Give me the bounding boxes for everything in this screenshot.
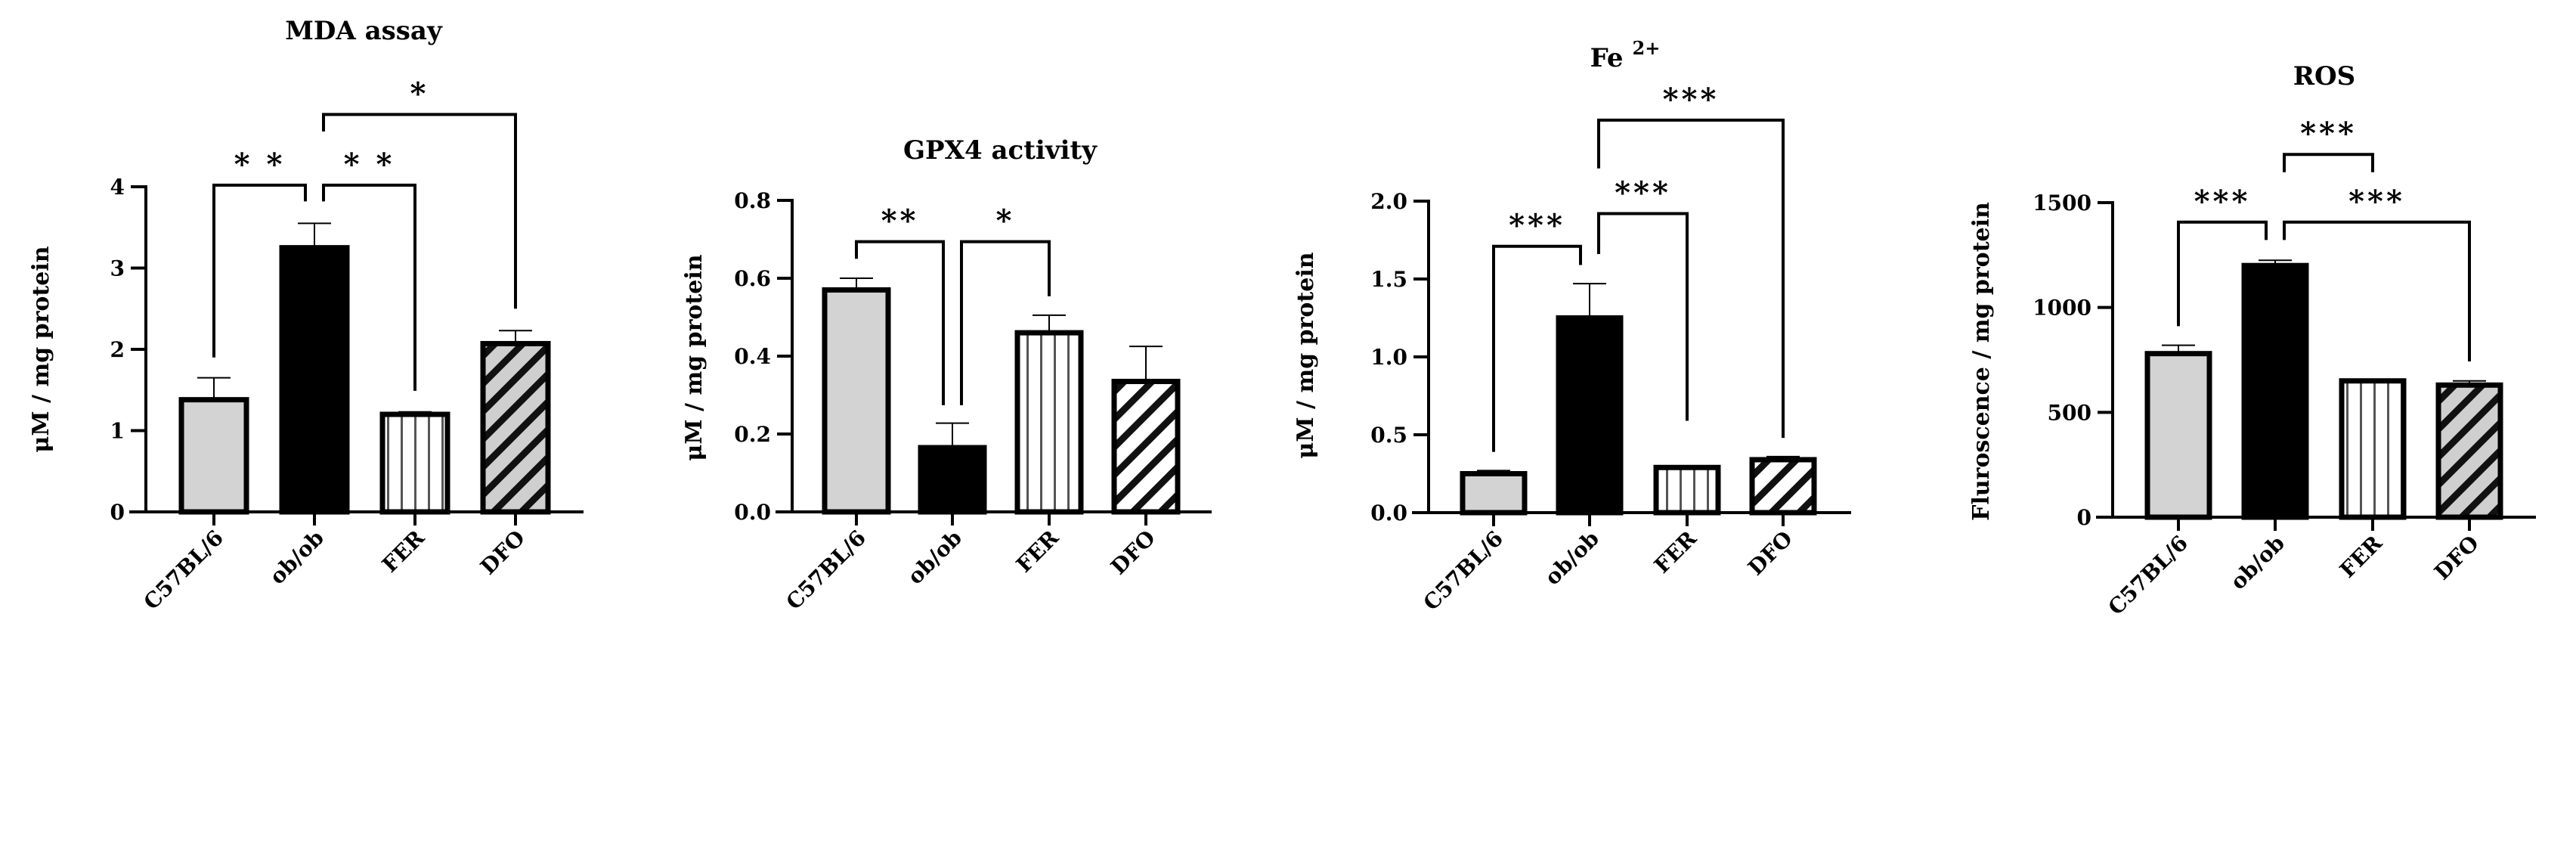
bar-dfo — [1749, 457, 1817, 516]
bar-dfo — [2435, 382, 2503, 520]
x-tick-label: DFO — [1743, 526, 1797, 581]
significance-label: *** — [1509, 208, 1565, 243]
significance-bracket — [1597, 118, 1785, 439]
x-tick-label: ob/ob — [1540, 526, 1604, 591]
significance-label: *** — [2300, 116, 2357, 151]
x-tick-label: FER — [2335, 530, 2387, 582]
x-tick-label: C57BL/6 — [139, 526, 228, 615]
significance-label: *** — [2194, 184, 2251, 219]
y-tick-label: 0 — [110, 500, 125, 525]
significance-bracket — [855, 240, 945, 405]
significance-label: *** — [2348, 184, 2405, 219]
title-main: GPX4 activity — [903, 135, 1098, 166]
significance-bracket — [2283, 220, 2471, 361]
y-axis-label: μM / mg protein — [1293, 252, 1319, 458]
y-tick-label: 0 — [2077, 505, 2091, 530]
y-tick-label: 2 — [110, 337, 125, 362]
bar-c57bl-6 — [178, 397, 249, 515]
significance-bracket — [322, 183, 416, 391]
significance-label: ** — [881, 203, 919, 239]
significance-bracket — [2283, 153, 2374, 172]
y-tick-label: 0.0 — [1370, 501, 1407, 526]
chart-3: Fe 2+ μM / mg protein 0.0 0.5 1.0 1.5 2.0 C57BL/… — [1293, 37, 1851, 615]
y-axis-label: μM / mg protein — [681, 254, 707, 460]
x-tick-label: C57BL/6 — [782, 526, 871, 615]
y-tick-label: 1000 — [2033, 296, 2091, 321]
chart-title: Fe 2+ — [1590, 37, 1661, 73]
significance-label: * * — [344, 147, 395, 182]
y-axis-label: Fluroscence / mg protein — [1968, 202, 1995, 521]
y-tick-label: 1.5 — [1370, 267, 1407, 292]
y-tick-label: 0.0 — [734, 500, 771, 525]
y-tick-label: 4 — [110, 175, 125, 200]
significance-bracket — [960, 240, 1051, 405]
y-tick-label: 0.4 — [734, 344, 771, 369]
bar-fer — [2339, 378, 2407, 520]
x-tick-label: DFO — [2429, 531, 2484, 585]
bar-c57bl-6 — [1460, 471, 1528, 516]
title-superscript: 2+ — [1633, 37, 1661, 59]
bar-ob-ob — [279, 245, 350, 515]
bar-fer — [1653, 464, 1721, 516]
significance-label: * — [996, 203, 1015, 239]
bar-c57bl-6 — [822, 287, 891, 515]
y-tick-label: 2.0 — [1370, 189, 1407, 214]
chart-title: ROS — [2293, 61, 2355, 91]
significance-label: * — [410, 76, 429, 111]
chart-title: GPX4 activity — [903, 135, 1098, 166]
x-tick-label: ob/ob — [903, 526, 967, 590]
significance-bracket — [1597, 212, 1689, 421]
bar-ob-ob — [918, 445, 987, 515]
title-main: MDA assay — [285, 16, 443, 46]
x-tick-label: FER — [1011, 525, 1064, 577]
bar-c57bl-6 — [2144, 351, 2212, 520]
y-tick-label: 0.8 — [734, 188, 771, 213]
significance-bracket — [1492, 244, 1582, 452]
chart-1: MDA assay μM / mg protein 0 1 2 3 4 C57BL/6 ob/o… — [28, 16, 584, 615]
title-main: ROS — [2293, 61, 2355, 91]
bar-dfo — [1111, 378, 1181, 515]
title-main: Fe — [1590, 43, 1624, 73]
y-tick-label: 0.5 — [1370, 423, 1407, 448]
x-tick-label: C57BL/6 — [2104, 531, 2193, 620]
bar-ob-ob — [1556, 315, 1624, 516]
y-tick-label: 1 — [110, 419, 125, 444]
y-tick-label: 0.6 — [734, 266, 771, 291]
bar-fer — [379, 411, 450, 515]
y-tick-label: 500 — [2048, 400, 2091, 425]
y-tick-label: 0.2 — [734, 422, 771, 447]
chart-4: ROS Fluroscence / mg protein 0 500 1000 1500 C… — [1968, 61, 2536, 620]
significance-bracket — [212, 183, 307, 358]
significance-label: *** — [1663, 82, 1720, 117]
y-tick-label: 1500 — [2033, 191, 2091, 215]
x-tick-label: DFO — [1106, 526, 1160, 580]
x-tick-label: FER — [1649, 526, 1701, 578]
chart-title: MDA assay — [285, 16, 443, 46]
y-axis-label: μM / mg protein — [28, 246, 54, 452]
x-tick-label: ob/ob — [2225, 531, 2290, 595]
y-tick-label: 3 — [110, 256, 125, 281]
significance-label: *** — [1615, 175, 1671, 210]
chart-2: GPX4 activity μM / mg protein 0.0 0.2 0.4 0.6… — [681, 135, 1212, 615]
significance-bracket — [322, 113, 517, 309]
bar-dfo — [480, 340, 551, 515]
x-tick-label: FER — [377, 525, 429, 577]
significance-label: * * — [234, 147, 286, 182]
x-tick-label: DFO — [475, 526, 530, 580]
bar-ob-ob — [2241, 262, 2309, 520]
bar-fer — [1014, 330, 1084, 515]
significance-bracket — [2177, 220, 2268, 327]
x-tick-label: ob/ob — [265, 526, 329, 590]
y-tick-label: 1.0 — [1370, 345, 1407, 370]
x-tick-label: C57BL/6 — [1419, 526, 1508, 615]
